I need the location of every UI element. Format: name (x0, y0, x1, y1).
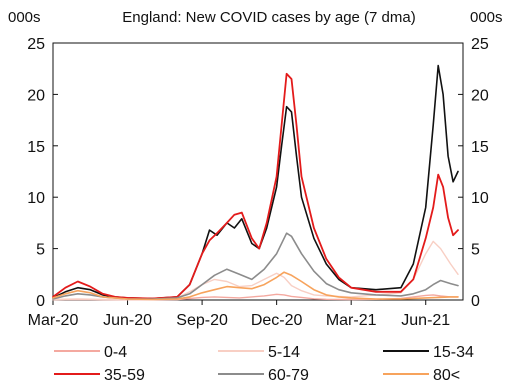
legend-label: 60-79 (268, 367, 309, 384)
series-line-5-14 (52, 240, 459, 301)
series-line-35-59 (52, 72, 459, 300)
y-tick-label-left: 10 (27, 190, 45, 207)
legend-label: 80< (433, 367, 460, 384)
series-line-15-34 (52, 64, 459, 300)
x-tick-label: Mar-20 (28, 312, 79, 329)
x-tick-label: Dec-20 (251, 312, 303, 329)
y-tick-label-right: 10 (471, 190, 489, 207)
legend-label: 35-59 (104, 367, 145, 384)
legend-label: 15-34 (433, 344, 474, 361)
plot-area: 0 0 5 5 10 10 15 15 20 20 25 25 Mar-20 Jun-20 Sep-20 De… (27, 36, 489, 329)
legend-label: 0-4 (104, 344, 127, 361)
y-tick-label-right: 15 (471, 139, 489, 156)
y-tick-label-left: 20 (27, 87, 45, 104)
y-tick-label-left: 15 (27, 139, 45, 156)
right-axis-unit: 000s (470, 9, 503, 26)
y-tick-label-right: 5 (471, 242, 480, 259)
y-tick-label-right: 20 (471, 87, 489, 104)
chart-title: England: New COVID cases by age (7 dma) (122, 9, 415, 26)
x-tick-label: Sep-20 (176, 312, 228, 329)
left-axis-unit: 000s (8, 9, 41, 26)
y-tick-label-left: 5 (36, 242, 45, 259)
y-tick-label-left: 25 (27, 36, 45, 53)
legend: 0-4 5-14 15-34 35-59 60-79 80< (54, 344, 474, 384)
x-tick-label: Mar-21 (326, 312, 377, 329)
y-tick-label-left: 0 (36, 293, 45, 310)
y-tick-label-right: 25 (471, 36, 489, 53)
y-tick-label-right: 0 (471, 293, 480, 310)
plot-frame (52, 42, 464, 301)
legend-label: 5-14 (268, 344, 300, 361)
series-line-80- (52, 271, 459, 301)
x-tick-label: Jun-20 (103, 312, 152, 329)
x-tick-label: Jun-21 (401, 312, 450, 329)
